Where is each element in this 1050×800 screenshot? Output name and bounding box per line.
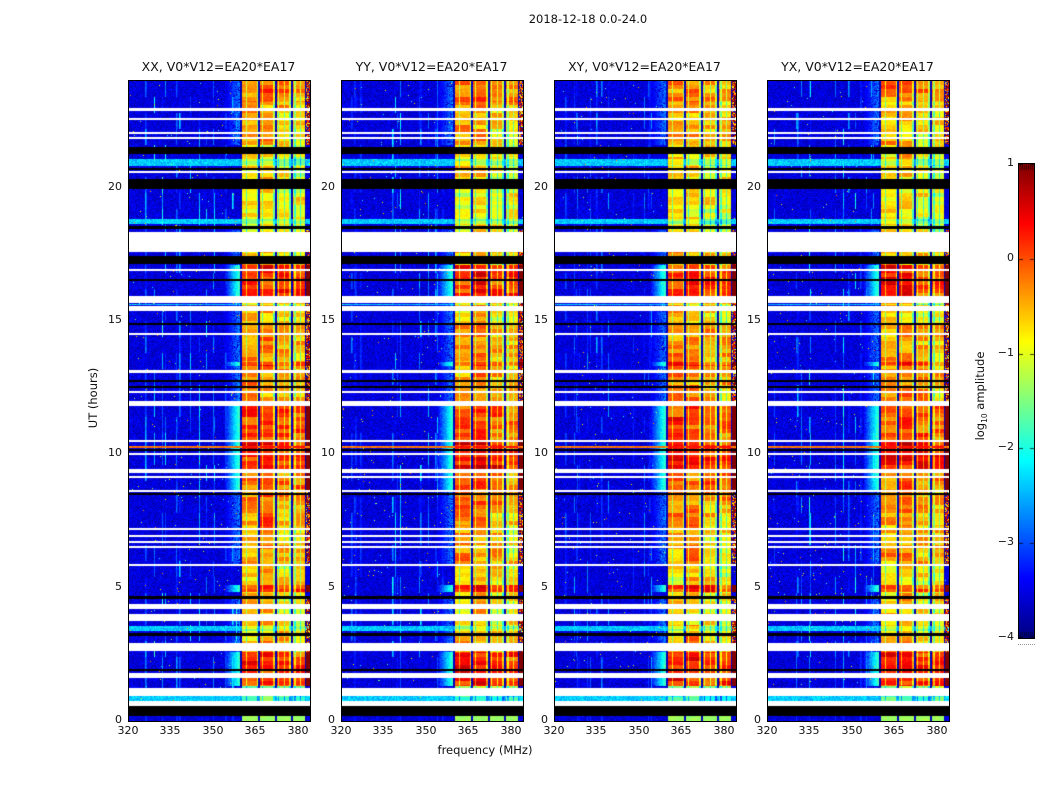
x-tick-label: 350: [202, 724, 224, 737]
x-tick-label: 380: [287, 724, 309, 737]
panel-title-yx: YX, V0*V12=EA20*EA17: [781, 59, 934, 74]
x-tick-label: 320: [756, 724, 778, 737]
x-tick-label: 335: [159, 724, 181, 737]
spectrogram-canvas-xx: [129, 81, 310, 721]
colorbar-label-sub: 10: [980, 413, 990, 423]
y-tick-label: 15: [321, 313, 335, 326]
x-tick-label: 335: [585, 724, 607, 737]
x-tick-label: 365: [244, 724, 266, 737]
x-tick-label: 365: [670, 724, 692, 737]
y-tick-label: 5: [115, 580, 122, 593]
colorbar-tick-label: −2: [997, 440, 1014, 453]
spectrogram-panel-yy: [341, 80, 524, 722]
x-tick-label: 320: [330, 724, 352, 737]
panel-title-xy: XY, V0*V12=EA20*EA17: [568, 59, 721, 74]
x-tick-label: 320: [117, 724, 139, 737]
x-tick-label: 350: [841, 724, 863, 737]
spectrogram-panel-xy: [554, 80, 737, 722]
y-tick-label: 15: [534, 313, 548, 326]
colorbar-tick-label: −1: [997, 346, 1014, 359]
x-tick-label: 365: [883, 724, 905, 737]
y-tick-label: 0: [328, 713, 335, 726]
y-tick-label: 10: [534, 446, 548, 459]
colorbar-tick-label: −3: [997, 535, 1014, 548]
x-tick-label: 320: [543, 724, 565, 737]
colorbar-label: log10 amplitude: [973, 352, 989, 441]
colorbar-canvas: [1019, 164, 1034, 638]
y-tick-label: 5: [541, 580, 548, 593]
y-tick-label: 5: [328, 580, 335, 593]
y-tick-label: 15: [747, 313, 761, 326]
spectrogram-panel-yx: [767, 80, 950, 722]
y-tick-label: 10: [108, 446, 122, 459]
y-tick-label: 0: [115, 713, 122, 726]
colorbar: [1018, 163, 1035, 639]
figure-title: 2018-12-18 0.0-24.0: [528, 12, 648, 26]
y-tick-label: 10: [321, 446, 335, 459]
y-tick-label: 0: [541, 713, 548, 726]
y-tick-label: 20: [108, 180, 122, 193]
x-axis-label: frequency (MHz): [437, 743, 533, 757]
x-tick-label: 365: [457, 724, 479, 737]
y-axis-label: UT (hours): [86, 367, 100, 429]
y-tick-label: 20: [321, 180, 335, 193]
colorbar-tick-label: 1: [1007, 156, 1014, 169]
y-tick-label: 0: [754, 713, 761, 726]
y-tick-label: 20: [747, 180, 761, 193]
x-tick-label: 380: [713, 724, 735, 737]
colorbar-tick-label: −4: [997, 630, 1014, 643]
y-tick-label: 20: [534, 180, 548, 193]
x-tick-label: 350: [415, 724, 437, 737]
spectrogram-canvas-yx: [768, 81, 949, 721]
spectrogram-canvas-yy: [342, 81, 523, 721]
panel-title-xx: XX, V0*V12=EA20*EA17: [141, 59, 296, 74]
colorbar-label-post: amplitude: [972, 351, 987, 414]
colorbar-tick-label: 0: [1007, 251, 1014, 264]
x-tick-label: 335: [798, 724, 820, 737]
x-tick-label: 350: [628, 724, 650, 737]
spectrogram-canvas-xy: [555, 81, 736, 721]
x-tick-label: 380: [926, 724, 948, 737]
panel-title-yy: YY, V0*V12=EA20*EA17: [355, 59, 508, 74]
y-tick-label: 10: [747, 446, 761, 459]
y-tick-label: 15: [108, 313, 122, 326]
spectrogram-panel-xx: [128, 80, 311, 722]
colorbar-extend-dots: [1018, 644, 1035, 646]
x-tick-label: 335: [372, 724, 394, 737]
x-tick-label: 380: [500, 724, 522, 737]
colorbar-label-pre: log: [972, 422, 987, 441]
y-tick-label: 5: [754, 580, 761, 593]
